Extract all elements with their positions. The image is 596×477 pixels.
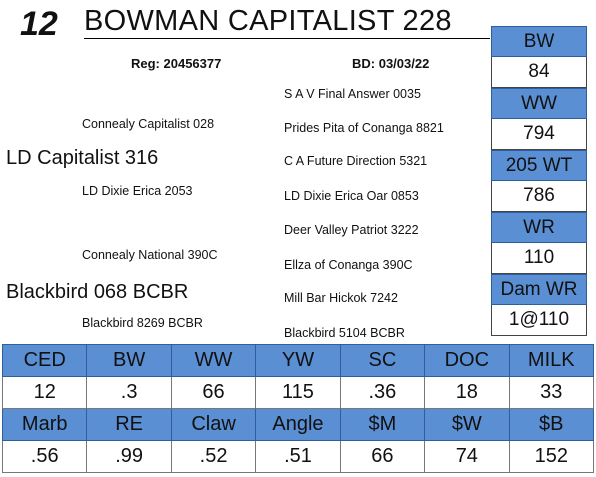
- epd-value-m: 66: [339, 440, 426, 473]
- epd-header-b: $B: [508, 408, 595, 441]
- epd-value-w: 74: [424, 440, 510, 473]
- epd-value-row-2: .56 .99 .52 .51 66 74 152: [1, 440, 595, 473]
- sire-dam: LD Dixie Erica 2053: [82, 184, 193, 198]
- epd-value-row: 12 .3 66 115 .36 18 33: [1, 376, 595, 409]
- epd-value-marb: .56: [1, 440, 88, 473]
- epd-value-sc: .36: [339, 376, 426, 409]
- lot-number: 12: [20, 5, 58, 43]
- epd-value-bw: .3: [86, 376, 172, 409]
- epd-header-re: RE: [86, 408, 172, 441]
- gp-3: C A Future Direction 5321: [284, 154, 428, 168]
- weights-box: BW 84 WW 794 205 WT 786 WR 110 Dam WR 1@…: [491, 26, 587, 336]
- epd-header-yw: YW: [255, 344, 341, 377]
- epd-header-ww: WW: [170, 344, 257, 377]
- epd-header-claw: Claw: [170, 408, 257, 441]
- epd-header-angle: Angle: [255, 408, 341, 441]
- epd-header-marb: Marb: [1, 408, 88, 441]
- epd-header-doc: DOC: [424, 344, 510, 377]
- gp-7: Mill Bar Hickok 7242: [284, 291, 398, 305]
- epd-value-b: 152: [508, 440, 595, 473]
- epd-header-w: $W: [424, 408, 510, 441]
- epd-value-milk: 33: [508, 376, 595, 409]
- epd-value-angle: .51: [255, 440, 341, 473]
- epd-header-milk: MILK: [508, 344, 595, 377]
- registration-number: Reg: 20456377: [131, 56, 222, 71]
- weight-value-ww: 794: [491, 119, 587, 150]
- animal-name: BOWMAN CAPITALIST 228: [84, 5, 452, 37]
- weight-label-wr: WR: [491, 212, 587, 243]
- birth-date: BD: 03/03/22: [352, 56, 430, 71]
- weight-value-bw: 84: [491, 57, 587, 88]
- gp-1: S A V Final Answer 0035: [284, 87, 421, 101]
- gp-4: LD Dixie Erica Oar 0853: [284, 189, 419, 203]
- epd-header-m: $M: [339, 408, 426, 441]
- dam-dam: Blackbird 8269 BCBR: [82, 316, 203, 330]
- gp-2: Prides Pita of Conanga 8821: [284, 121, 444, 135]
- epd-value-doc: 18: [424, 376, 510, 409]
- epd-value-re: .99: [86, 440, 172, 473]
- gp-8: Blackbird 5104 BCBR: [284, 326, 405, 340]
- gp-6: Ellza of Conanga 390C: [284, 258, 413, 272]
- title-rule: [84, 38, 490, 39]
- epd-header-ced: CED: [1, 344, 88, 377]
- epd-header-sc: SC: [339, 344, 426, 377]
- weight-label-205wt: 205 WT: [491, 150, 587, 181]
- epd-table: CED BW WW YW SC DOC MILK 12 .3 66 115 .3…: [1, 344, 595, 473]
- weight-label-ww: WW: [491, 88, 587, 119]
- epd-value-claw: .52: [170, 440, 257, 473]
- weight-value-205wt: 786: [491, 181, 587, 212]
- weight-value-wr: 110: [491, 243, 587, 274]
- epd-value-ww: 66: [170, 376, 257, 409]
- dam: Blackbird 068 BCBR: [6, 281, 189, 303]
- weight-label-dam-wr: Dam WR: [491, 274, 587, 305]
- epd-value-ced: 12: [1, 376, 88, 409]
- epd-header-row-2: Marb RE Claw Angle $M $W $B: [1, 408, 595, 441]
- sire: LD Capitalist 316: [6, 147, 159, 169]
- epd-value-yw: 115: [255, 376, 341, 409]
- weight-value-dam-wr: 1@110: [491, 305, 587, 336]
- epd-header-row: CED BW WW YW SC DOC MILK: [1, 344, 595, 377]
- dam-sire: Connealy National 390C: [82, 248, 218, 262]
- gp-5: Deer Valley Patriot 3222: [284, 223, 419, 237]
- epd-header-bw: BW: [86, 344, 172, 377]
- weight-label-bw: BW: [491, 26, 587, 57]
- sire-sire: Connealy Capitalist 028: [82, 117, 215, 131]
